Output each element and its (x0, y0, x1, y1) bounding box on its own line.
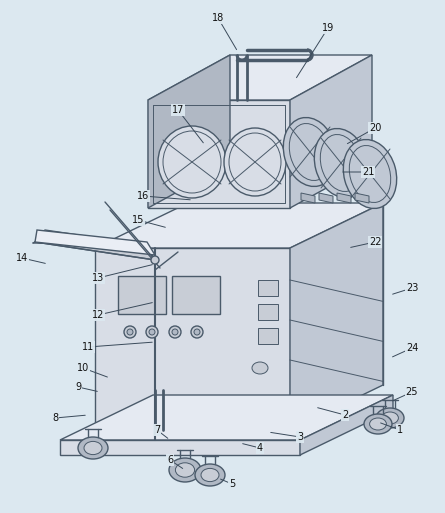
Bar (258, 328, 278, 344)
Polygon shape (290, 55, 372, 208)
Ellipse shape (224, 128, 286, 196)
Ellipse shape (124, 326, 136, 338)
Ellipse shape (314, 129, 368, 198)
Ellipse shape (149, 329, 155, 335)
Ellipse shape (376, 408, 404, 428)
Polygon shape (148, 55, 230, 208)
Polygon shape (148, 55, 372, 100)
Bar (258, 304, 278, 320)
Text: 9: 9 (75, 382, 81, 392)
Text: 18: 18 (212, 13, 224, 23)
Ellipse shape (364, 414, 392, 434)
Ellipse shape (151, 256, 159, 264)
Text: 14: 14 (16, 253, 28, 263)
Text: 25: 25 (406, 387, 418, 397)
Bar (172, 276, 220, 314)
Polygon shape (35, 230, 155, 260)
Polygon shape (60, 395, 393, 440)
Text: 1: 1 (397, 425, 403, 435)
Ellipse shape (382, 412, 398, 424)
Ellipse shape (194, 329, 200, 335)
Ellipse shape (84, 441, 102, 455)
Ellipse shape (201, 468, 219, 482)
Ellipse shape (158, 126, 226, 198)
Text: 21: 21 (362, 167, 374, 177)
Polygon shape (148, 100, 290, 208)
Text: 22: 22 (369, 237, 381, 247)
Ellipse shape (127, 329, 133, 335)
Text: 2: 2 (342, 410, 348, 420)
Text: 15: 15 (132, 215, 144, 225)
Bar (118, 276, 166, 314)
Text: 19: 19 (322, 23, 334, 33)
Text: 20: 20 (369, 123, 381, 133)
Text: 5: 5 (229, 479, 235, 489)
Ellipse shape (146, 326, 158, 338)
Text: 23: 23 (406, 283, 418, 293)
Text: 12: 12 (92, 310, 104, 320)
Text: 4: 4 (257, 443, 263, 453)
Polygon shape (95, 203, 383, 248)
Text: 24: 24 (406, 343, 418, 353)
Polygon shape (355, 193, 369, 203)
Text: 8: 8 (52, 413, 58, 423)
Polygon shape (60, 440, 300, 455)
Text: 3: 3 (297, 432, 303, 442)
Text: 16: 16 (137, 191, 149, 201)
Text: 11: 11 (82, 342, 94, 352)
Polygon shape (35, 230, 155, 255)
Ellipse shape (191, 326, 203, 338)
Ellipse shape (252, 362, 268, 374)
Ellipse shape (78, 437, 108, 459)
Polygon shape (290, 203, 383, 430)
Ellipse shape (370, 418, 386, 430)
Ellipse shape (283, 117, 337, 186)
Polygon shape (300, 395, 393, 455)
Text: 6: 6 (167, 455, 173, 465)
Text: 13: 13 (92, 273, 104, 283)
Bar (258, 280, 278, 296)
Polygon shape (337, 193, 351, 203)
Polygon shape (95, 248, 290, 430)
Ellipse shape (195, 464, 225, 486)
Ellipse shape (175, 463, 194, 477)
Ellipse shape (169, 458, 201, 482)
Text: 10: 10 (77, 363, 89, 373)
Ellipse shape (172, 329, 178, 335)
Polygon shape (319, 193, 333, 203)
Ellipse shape (169, 326, 181, 338)
Ellipse shape (343, 140, 396, 208)
Polygon shape (301, 193, 315, 203)
Text: 17: 17 (172, 105, 184, 115)
Text: 7: 7 (154, 425, 160, 435)
